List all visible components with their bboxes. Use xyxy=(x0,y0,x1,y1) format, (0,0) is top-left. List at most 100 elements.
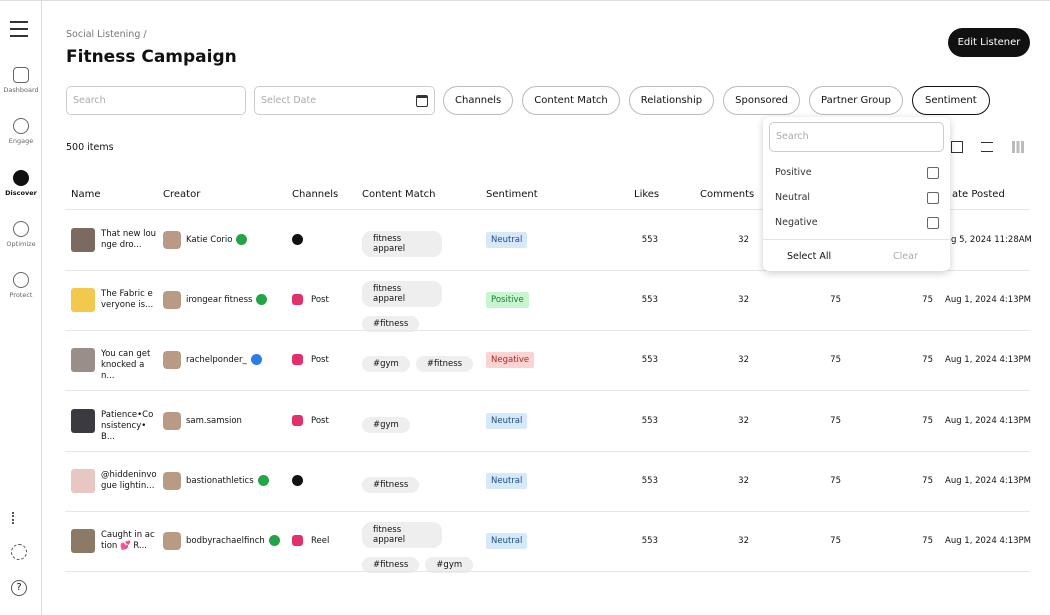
tags: #gym #fitness xyxy=(362,351,482,376)
item-count: 500 items xyxy=(66,142,114,153)
divider xyxy=(65,209,1030,210)
date-posted: Aug 1, 2024 4:13PM xyxy=(945,475,1031,486)
channel-label: Post xyxy=(311,295,329,306)
nav-label: Dashboard xyxy=(3,86,39,94)
date-posted: Aug 1, 2024 4:13PM xyxy=(945,536,1031,546)
sentiment-badge: Neutral xyxy=(486,533,528,549)
nav-icon xyxy=(13,67,29,83)
channel-label: Reel xyxy=(311,536,330,546)
tiktok-icon xyxy=(292,234,303,245)
column-header: Creator xyxy=(163,189,201,200)
nav-item[interactable]: Optimize xyxy=(0,221,42,248)
columns-view[interactable] xyxy=(951,141,963,153)
checkbox[interactable] xyxy=(927,167,939,179)
filter-chip[interactable]: Content Match xyxy=(522,86,620,115)
sentiment-dropdown: Search Positive Neutral Negative Select Al… xyxy=(763,117,950,271)
tag: #gym xyxy=(362,356,410,373)
search-input[interactable]: Search xyxy=(66,86,246,115)
filter-chips: Channels Content Match Relationship Sponsor… xyxy=(443,86,990,115)
tasks-icon[interactable] xyxy=(12,512,26,524)
metric: 32 xyxy=(738,235,749,245)
tag: fitness apparel xyxy=(362,231,442,257)
sentiment-badge: Negative xyxy=(486,352,535,369)
option-label: Negative xyxy=(775,217,818,228)
divider xyxy=(65,510,1030,512)
new-icon[interactable] xyxy=(11,544,27,560)
metric: 75 xyxy=(922,295,933,306)
edit-button[interactable]: Edit Listener xyxy=(948,28,1030,57)
grid-view[interactable] xyxy=(1012,141,1024,153)
tags: fitness apparel #fitness xyxy=(362,281,482,336)
dropdown-search[interactable]: Search xyxy=(769,122,944,152)
date-posted: Aug 1, 2024 4:13PM xyxy=(945,295,1031,306)
divider xyxy=(65,330,1030,332)
help-icon[interactable]: ? xyxy=(11,580,27,596)
tag: fitness apparel xyxy=(362,522,442,548)
channel-label: Post xyxy=(311,415,329,426)
date-posted: Aug 1, 2024 4:13PM xyxy=(945,355,1031,366)
metric: 75 xyxy=(922,475,933,486)
list-view[interactable] xyxy=(981,142,993,152)
tag: #gym xyxy=(362,416,410,433)
tag: #fitness xyxy=(415,356,474,373)
column-header: Comments xyxy=(700,189,755,200)
metric: 553 xyxy=(641,355,658,366)
avatar xyxy=(163,471,181,490)
column-header: Sentiment xyxy=(486,189,538,200)
creator-name: irongear fitness xyxy=(186,295,253,306)
post-title: @hiddeninvogue lightin... xyxy=(101,469,157,491)
metric: 32 xyxy=(738,355,749,366)
nav-item[interactable]: Protect xyxy=(0,272,42,299)
divider xyxy=(763,239,950,240)
tag: #fitness xyxy=(362,557,420,573)
nav-label: Protect xyxy=(9,291,33,299)
column-header: ate Posted xyxy=(952,189,1005,200)
menu-icon[interactable] xyxy=(10,21,28,37)
thumbnail xyxy=(71,468,95,493)
filter-chip[interactable]: Sponsored xyxy=(723,86,800,115)
filter-chip[interactable]: Sentiment xyxy=(911,86,990,115)
creator-name: Katie Corio xyxy=(186,235,233,245)
filter-chip[interactable]: Channels xyxy=(443,86,514,115)
post-title: You can get knocked an... xyxy=(101,349,151,382)
post-title: The Fabric everyone is... xyxy=(101,289,154,311)
thumbnail xyxy=(71,288,95,313)
tags: fitness apparel #fitness #gym xyxy=(362,522,482,577)
column-header: Likes xyxy=(634,189,660,200)
nav-item[interactable]: Discover xyxy=(0,170,42,197)
metric: 75 xyxy=(830,536,841,546)
nav-item[interactable]: Engage xyxy=(0,118,42,145)
instagram-icon xyxy=(292,535,303,546)
tag: #gym xyxy=(425,557,474,573)
creator-name: bodbyrachaelfinch xyxy=(186,536,265,546)
clear[interactable]: Clear xyxy=(893,251,918,262)
metric: 553 xyxy=(641,415,658,426)
date-posted: g 5, 2024 11:28AM xyxy=(951,235,1032,245)
thumbnail xyxy=(71,348,95,373)
metric: 75 xyxy=(922,355,933,366)
date-input[interactable]: Select Date xyxy=(254,86,435,115)
metric: 75 xyxy=(830,355,841,366)
select-all[interactable]: Select All xyxy=(787,251,832,262)
column-header: Content Match xyxy=(362,189,436,200)
divider xyxy=(65,270,1030,271)
nav-icon xyxy=(13,272,29,288)
column-header: Name xyxy=(71,189,101,200)
nav-label: Optimize xyxy=(6,240,36,248)
option-label: Positive xyxy=(775,167,812,178)
thumbnail xyxy=(71,228,95,252)
nav-label: Discover xyxy=(5,189,37,197)
metric: 553 xyxy=(641,475,658,486)
divider xyxy=(65,390,1030,392)
checkbox[interactable] xyxy=(927,217,939,229)
checkbox[interactable] xyxy=(927,192,939,204)
calendar-icon xyxy=(416,95,428,107)
nav-item[interactable]: Dashboard xyxy=(0,67,42,94)
date-posted: Aug 1, 2024 4:13PM xyxy=(945,415,1031,426)
creator-name: sam.samsion xyxy=(186,415,242,426)
filter-chip[interactable]: Partner Group xyxy=(809,86,903,115)
verified-badge xyxy=(251,354,262,366)
filter-chip[interactable]: Relationship xyxy=(628,86,715,115)
instagram-icon xyxy=(292,354,303,366)
option-label: Neutral xyxy=(775,192,811,203)
